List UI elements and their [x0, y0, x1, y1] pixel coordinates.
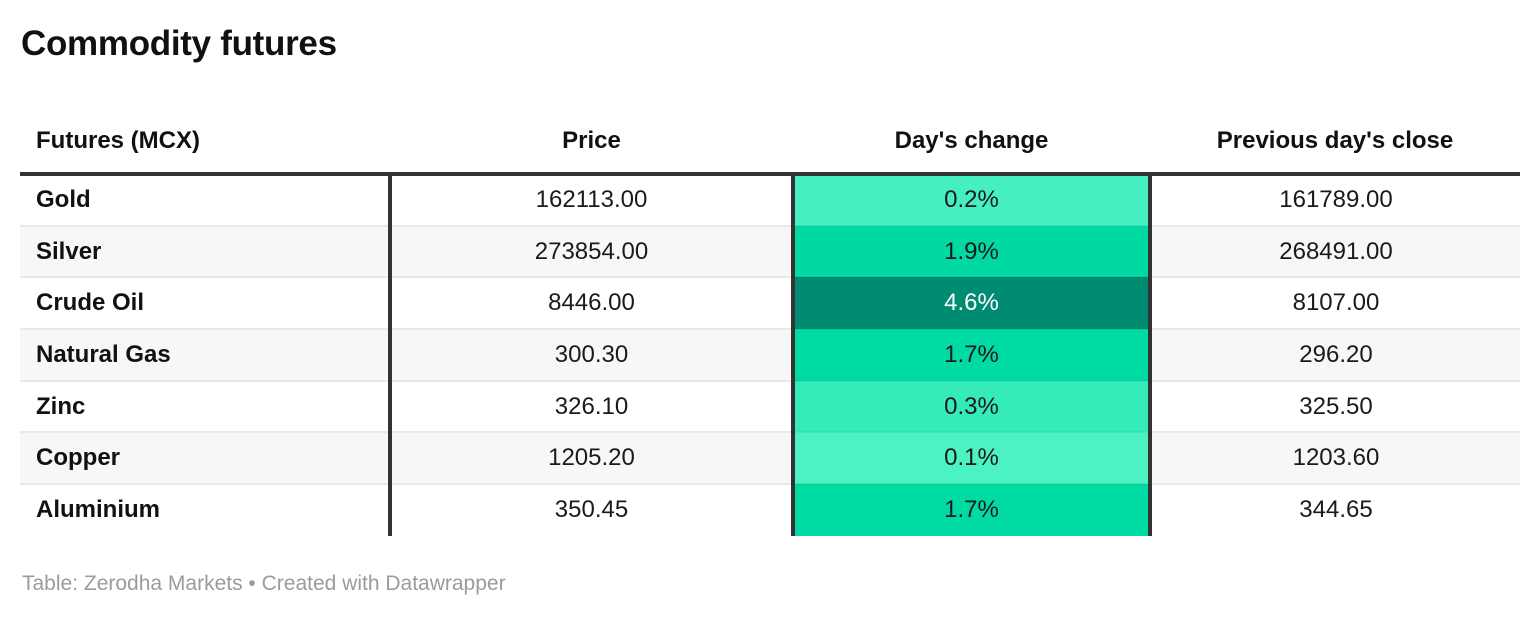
price-value: 8446.00 — [390, 277, 795, 331]
prev-close-value: 1203.60 — [1150, 432, 1520, 486]
header-row: Futures (MCX) Price Day's change Previou… — [20, 108, 1520, 176]
column-header-futures: Futures (MCX) — [20, 108, 390, 176]
price-value: 1205.20 — [390, 432, 795, 486]
table-row-natural-gas: Natural Gas 300.30 1.7% 296.20 — [20, 329, 1520, 382]
change-value-cell: 4.6% — [793, 277, 1152, 331]
column-header-days-change: Day's change — [793, 108, 1150, 176]
prev-close-value: 161789.00 — [1150, 174, 1520, 227]
prev-close-value: 344.65 — [1299, 496, 1373, 524]
change-value-cell: 0.3% — [793, 380, 1152, 434]
prev-close-value: 296.20 — [1150, 329, 1520, 382]
prev-close-value: 8107.00 — [1150, 277, 1520, 331]
datawrapper-table-widget: Commodity futures Futures (MCX) Price Da… — [20, 24, 1520, 595]
page-title: Commodity futures — [21, 24, 337, 63]
attribution-footer: Table: Zerodha Markets • Created with Da… — [22, 571, 506, 595]
price-value: 273854.00 — [390, 225, 795, 279]
column-header-price: Price — [390, 108, 793, 176]
commodity-name: Gold — [20, 174, 392, 227]
price-value: 326.10 — [390, 380, 795, 434]
prev-close-value: 268491.00 — [1150, 225, 1520, 279]
commodity-name: Copper — [20, 432, 392, 486]
commodity-name: Crude Oil — [20, 277, 392, 331]
commodity-futures-table: Futures (MCX) Price Day's change Previou… — [20, 108, 1520, 536]
change-value-cell: 0.2% — [793, 174, 1152, 227]
table-body: Gold 162113.00 0.2% 161789.00 Silver 273… — [20, 174, 1520, 536]
change-value-cell: 1.9% — [793, 225, 1152, 279]
price-value: 300.30 — [390, 329, 795, 382]
commodity-name: Silver — [20, 225, 392, 279]
change-value-cell: 0.1% — [793, 432, 1152, 486]
prev-close-value: 325.50 — [1150, 380, 1520, 434]
table-row-gold: Gold 162113.00 0.2% 161789.00 — [20, 174, 1520, 227]
table-row-silver: Silver 273854.00 1.9% 268491.00 — [20, 225, 1520, 279]
table-row-zinc: Zinc 326.10 0.3% 325.50 — [20, 380, 1520, 434]
table-header: Futures (MCX) Price Day's change Previou… — [20, 108, 1520, 176]
price-value: 350.45 — [390, 484, 795, 536]
commodity-name: Zinc — [20, 380, 392, 434]
change-value-cell: 1.7% — [793, 484, 1152, 536]
table-row-copper: Copper 1205.20 0.1% 1203.60 — [20, 432, 1520, 486]
change-value-cell: 1.7% — [793, 329, 1152, 382]
column-header-prev-close: Previous day's close — [1150, 108, 1520, 176]
price-value: 162113.00 — [390, 174, 795, 227]
table-row-aluminium: Aluminium 350.45 1.7% 344.65 — [20, 484, 1520, 536]
commodity-name: Aluminium — [20, 484, 392, 536]
table-row-crude-oil: Crude Oil 8446.00 4.6% 8107.00 — [20, 277, 1520, 331]
commodity-name: Natural Gas — [20, 329, 392, 382]
